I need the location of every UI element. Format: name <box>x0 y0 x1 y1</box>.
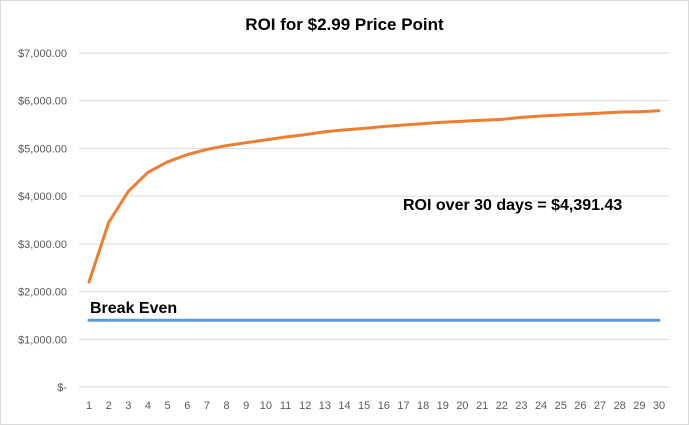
grid-lines <box>79 52 669 388</box>
x-tick-label: 21 <box>476 400 488 412</box>
x-tick-label: 11 <box>280 400 291 412</box>
x-tick-label: 29 <box>633 400 645 412</box>
y-tick-label: $1,000.00 <box>18 334 67 346</box>
x-tick-label: 17 <box>397 400 409 412</box>
x-tick-label: 8 <box>224 400 230 412</box>
x-tick-label: 6 <box>184 400 190 412</box>
x-tick-label: 10 <box>260 400 272 412</box>
x-tick-label: 24 <box>535 400 547 412</box>
series-line <box>87 109 661 284</box>
x-tick-label: 3 <box>125 400 131 412</box>
x-tick-label: 12 <box>299 400 311 412</box>
x-tick-label: 9 <box>243 400 249 412</box>
x-tick-label: 15 <box>358 400 370 412</box>
y-tick-label: $- <box>57 382 67 394</box>
x-tick-label: 1 <box>86 400 92 412</box>
break-even-label: Break Even <box>90 300 177 317</box>
x-tick-label: 5 <box>165 400 171 412</box>
x-tick-label: 20 <box>456 400 468 412</box>
x-axis-ticks: 1 2 3 4 5 6 7 8 9 10 11 12 13 14 15 16 17 18 19 20 21 22 23 24 2… <box>86 400 665 412</box>
x-tick-label: 25 <box>555 400 567 412</box>
y-axis-ticks: $- $1,000.00 $2,000.00 $3,000.00 $4,000.00 $5… <box>18 48 67 394</box>
x-tick-label: 23 <box>515 400 527 412</box>
x-tick-label: 30 <box>653 400 665 412</box>
y-tick-label: $2,000.00 <box>18 287 67 299</box>
x-tick-label: 27 <box>594 400 606 412</box>
x-tick-label: 16 <box>378 400 390 412</box>
x-tick-label: 26 <box>574 400 586 412</box>
y-tick-label: $4,000.00 <box>18 191 67 203</box>
y-tick-label: $7,000.00 <box>18 48 67 60</box>
roi-summary-label: ROI over 30 days = $4,391.43 <box>403 197 622 214</box>
x-tick-label: 2 <box>106 400 112 412</box>
y-tick-label: $5,000.00 <box>18 143 67 155</box>
x-tick-label: 13 <box>319 400 331 412</box>
x-tick-label: 14 <box>338 400 350 412</box>
x-tick-label: 22 <box>496 400 508 412</box>
x-tick-label: 18 <box>417 400 429 412</box>
x-tick-label: 19 <box>437 400 449 412</box>
y-tick-label: $6,000.00 <box>18 96 67 108</box>
x-tick-label: 7 <box>204 400 210 412</box>
chart-title: ROI for $2.99 Price Point <box>245 15 444 34</box>
y-tick-label: $3,000.00 <box>18 239 67 251</box>
x-tick-label: 4 <box>145 400 151 412</box>
series-lines <box>87 109 661 322</box>
x-tick-label: 28 <box>614 400 626 412</box>
